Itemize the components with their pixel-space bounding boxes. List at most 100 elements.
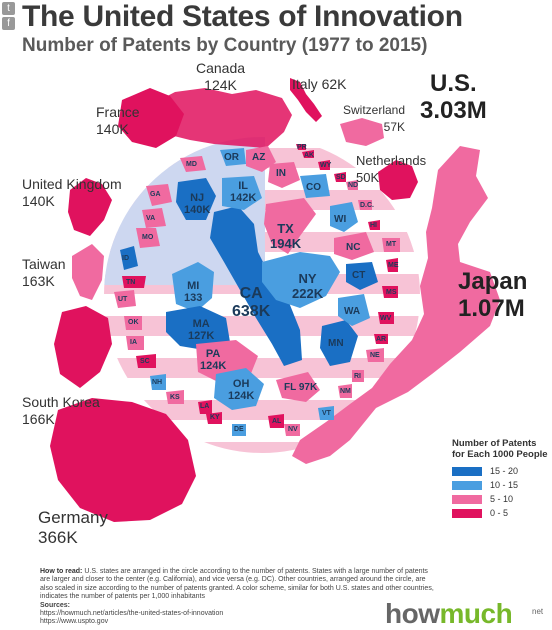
country-label-japan: Japan 1.07M: [458, 268, 528, 322]
state-label-pr: PR: [297, 144, 307, 151]
country-shape-switzerland: [340, 118, 384, 146]
source-link[interactable]: https://www.uspto.gov: [40, 618, 109, 626]
state-shape-id: [120, 246, 138, 270]
state-shape-fl: [276, 372, 320, 402]
state-shape-ri: [352, 370, 364, 382]
state-label-ak: AK: [304, 152, 315, 159]
state-label-de: DE: [234, 426, 244, 433]
legend-swatch: [452, 494, 482, 504]
source-link[interactable]: https://howmuch.net/articles/the-united-…: [40, 610, 224, 618]
state-shape-ky: [206, 412, 222, 424]
state-shape-mn: [320, 320, 358, 366]
state-shape-al: [268, 414, 284, 428]
state-label-dc: D.C.: [360, 202, 374, 209]
legend-item: 10 - 15: [452, 478, 550, 492]
state-shape-or: [220, 148, 246, 166]
state-label-sc: SC: [140, 358, 150, 365]
state-label-nm: NM: [340, 388, 351, 395]
state-shape-sd: [334, 172, 346, 182]
state-shape-sc: [136, 354, 156, 368]
state-shape-la: [198, 400, 212, 414]
legend-label: 0 - 5: [490, 508, 509, 518]
state-shape-ne: [366, 348, 384, 362]
state-label-ma: MA 127K: [188, 318, 215, 342]
country-shape-taiwan: [72, 244, 104, 300]
brand-suffix: net: [532, 607, 544, 616]
state-shape-ny: [262, 252, 340, 308]
state-label-sd: SD: [336, 174, 346, 181]
state-label-wy: WY: [320, 162, 332, 169]
state-shape-ms: [382, 286, 398, 298]
country-label-netherlands: Netherlands 50K: [356, 153, 427, 185]
facebook-icon[interactable]: f: [2, 17, 15, 30]
state-label-pa: PA 124K: [200, 348, 227, 372]
state-label-il: IL 142K: [230, 180, 257, 204]
state-shape-ia: [126, 336, 144, 350]
state-shape-ca: [210, 206, 302, 366]
state-shape-me: [386, 258, 398, 272]
state-label-ut: UT: [118, 296, 128, 303]
state-shape-ut: [114, 290, 136, 308]
state-label-co: CO: [306, 182, 321, 193]
state-shape-co: [300, 174, 330, 198]
state-shape-va: [142, 208, 166, 228]
state-label-ky: KY: [210, 414, 220, 421]
state-label-mo: MO: [142, 234, 154, 241]
country-label-taiwan: Taiwan 163K: [22, 256, 66, 289]
state-shape-ma: [166, 306, 230, 350]
state-shape-mo: [136, 228, 160, 248]
state-label-az: AZ: [252, 152, 266, 163]
state-shape-ok: [124, 316, 142, 330]
state-shape-wv: [378, 312, 394, 324]
state-shape-mt: [382, 238, 400, 252]
state-shape-vt: [318, 406, 334, 420]
state-shape-pr: [296, 144, 306, 150]
state-label-hi: HI: [370, 222, 377, 229]
country-label-uk: United Kingdom 140K: [22, 176, 122, 209]
state-label-tx: TX 194K: [270, 221, 302, 251]
state-shape-md: [180, 156, 206, 172]
state-label-fl: FL 97K: [284, 382, 318, 393]
state-label-ar: AR: [376, 336, 387, 343]
state-label-wi: WI: [334, 214, 347, 225]
state-label-ca: CA 638K: [232, 285, 271, 320]
state-shape-nc: [334, 232, 374, 260]
state-label-in: IN: [276, 168, 286, 179]
state-shape-wa: [338, 294, 370, 326]
state-shape-az: [246, 146, 276, 172]
state-label-ny: NY 222K: [292, 271, 324, 301]
state-shape-ar: [374, 334, 388, 344]
state-label-nj: NJ 140K: [184, 192, 211, 216]
state-shape-tx: [264, 198, 316, 254]
state-shape-nj: [176, 178, 216, 220]
country-label-canada: Canada 124K: [196, 60, 246, 93]
state-label-ok: OK: [128, 319, 139, 326]
state-label-me: ME: [388, 262, 399, 269]
state-shape-ks: [166, 390, 184, 404]
state-label-or: OR: [224, 152, 239, 163]
country-shape-uk: [68, 178, 112, 236]
state-label-la: LA: [200, 403, 210, 410]
state-label-id: ID: [122, 255, 129, 262]
country-label-southkorea: South Korea 166K: [22, 394, 100, 427]
legend-swatch: [452, 508, 482, 518]
footnote: How to read: U.S. states are arranged in…: [40, 568, 435, 627]
state-shape-nh: [150, 374, 166, 390]
country-shape-france: [118, 88, 184, 148]
legend: Number of Patents for Each 1000 People 1…: [452, 438, 550, 520]
state-label-al: AL: [272, 418, 282, 425]
state-shape-nm: [338, 384, 352, 398]
country-shape-southkorea: [54, 306, 112, 388]
brand-logo[interactable]: howmuch: [385, 598, 513, 629]
twitter-icon[interactable]: t: [2, 2, 15, 15]
state-label-ms: MS: [386, 289, 397, 296]
state-shape-ak: [302, 150, 314, 158]
state-shape-nd: [346, 180, 358, 190]
state-shape-in: [268, 162, 300, 188]
state-shape-tn: [122, 276, 146, 288]
state-shape-wy: [318, 160, 330, 170]
country-shape-germany: [50, 398, 196, 522]
legend-label: 15 - 20: [490, 466, 519, 476]
state-label-mt: MT: [386, 241, 397, 248]
legend-swatch: [452, 480, 482, 490]
